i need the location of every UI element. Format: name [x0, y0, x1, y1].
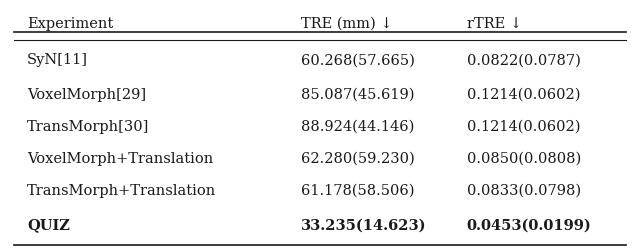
Text: TransMorph+Translation: TransMorph+Translation	[27, 184, 216, 198]
Text: Experiment: Experiment	[27, 16, 113, 31]
Text: 0.0850(0.0808): 0.0850(0.0808)	[467, 152, 581, 166]
Text: 61.178(58.506): 61.178(58.506)	[301, 184, 414, 198]
Text: 0.1214(0.0602): 0.1214(0.0602)	[467, 120, 580, 134]
Text: VoxelMorph[29]: VoxelMorph[29]	[27, 88, 146, 102]
Text: rTRE ↓: rTRE ↓	[467, 16, 522, 31]
Text: VoxelMorph+Translation: VoxelMorph+Translation	[27, 152, 213, 166]
Text: 0.0822(0.0787): 0.0822(0.0787)	[467, 54, 580, 67]
Text: TransMorph[30]: TransMorph[30]	[27, 120, 149, 134]
Text: SyN[11]: SyN[11]	[27, 54, 88, 67]
Text: 60.268(57.665): 60.268(57.665)	[301, 54, 415, 67]
Text: 0.0453(0.0199): 0.0453(0.0199)	[467, 218, 591, 233]
Text: 62.280(59.230): 62.280(59.230)	[301, 152, 415, 166]
Text: 0.0833(0.0798): 0.0833(0.0798)	[467, 184, 580, 198]
Text: 85.087(45.619): 85.087(45.619)	[301, 88, 414, 102]
Text: 88.924(44.146): 88.924(44.146)	[301, 120, 414, 134]
Text: 0.1214(0.0602): 0.1214(0.0602)	[467, 88, 580, 102]
Text: 33.235(14.623): 33.235(14.623)	[301, 218, 426, 233]
Text: QUIZ: QUIZ	[27, 218, 70, 233]
Text: TRE (mm) ↓: TRE (mm) ↓	[301, 16, 392, 31]
